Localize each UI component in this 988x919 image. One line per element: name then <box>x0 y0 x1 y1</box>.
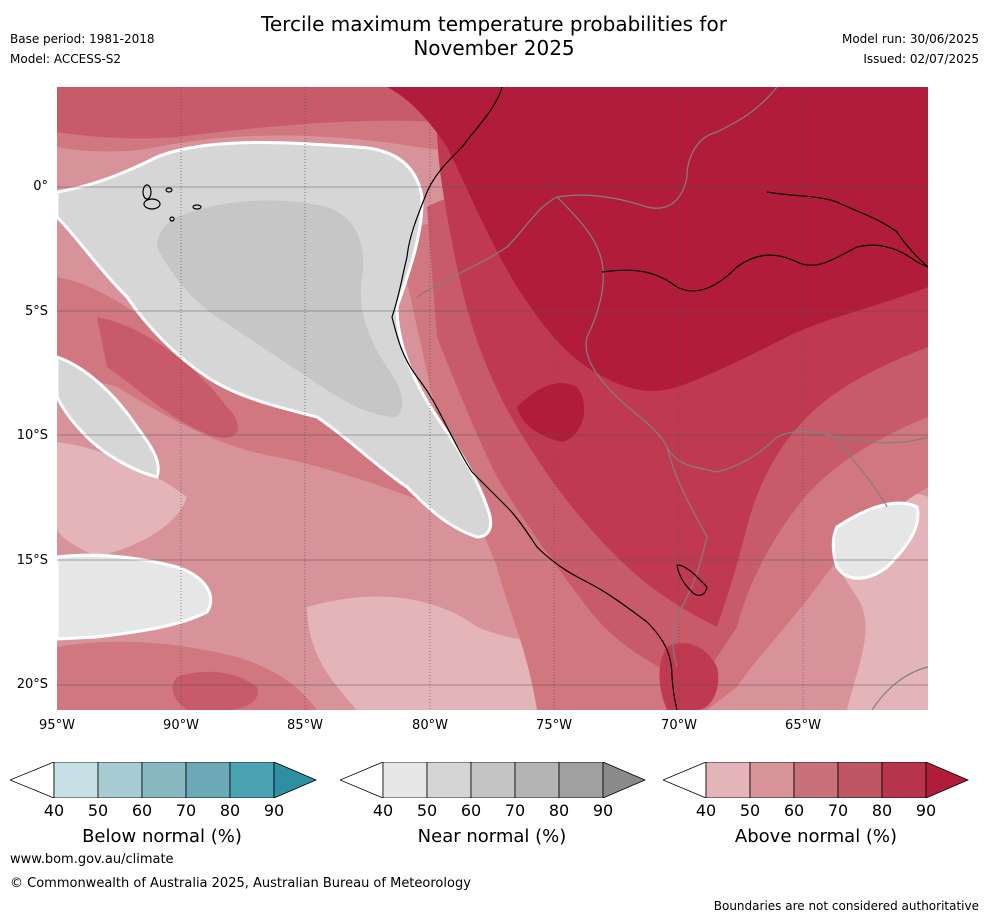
lon-label-70w: 70°W <box>661 718 697 733</box>
tick-near-80: 80 <box>548 801 570 820</box>
amazon-river <box>601 244 928 292</box>
colorbar-below-under <box>10 762 55 798</box>
title-line-2: November 2025 <box>413 36 575 60</box>
colorbar-near <box>340 762 647 798</box>
region-near-normal-southwest <box>57 553 213 641</box>
tick-below-40: 40 <box>43 801 65 820</box>
tick-near-50: 50 <box>416 801 438 820</box>
colorbar-near-50-60 <box>426 762 472 798</box>
colorbar-below-70-80 <box>185 762 231 798</box>
tick-near-70: 70 <box>504 801 526 820</box>
lat-label-0: 0° <box>33 179 48 194</box>
colorbar-below-60-70 <box>141 762 187 798</box>
colorbar-above-over <box>925 762 970 798</box>
tick-below-50: 50 <box>87 801 109 820</box>
tick-below-80: 80 <box>219 801 241 820</box>
lon-label-80w: 80°W <box>412 718 448 733</box>
region-above-90-core <box>387 87 928 391</box>
colorbar-above-title: Above normal (%) <box>734 826 898 847</box>
lat-label-10s: 10°S <box>16 428 48 443</box>
tick-above-40: 40 <box>695 801 717 820</box>
colorbar-above <box>663 762 970 798</box>
footer-disclaimer: Boundaries are not considered authoritat… <box>713 899 979 913</box>
coastline <box>391 87 678 710</box>
colorbar-near-70-80 <box>514 762 560 798</box>
lon-label-75w: 75°W <box>536 718 572 733</box>
meta-left: Base period: 1981-2018 Model: ACCESS-S2 <box>10 32 155 72</box>
galapagos-islands <box>142 184 202 222</box>
colorbar-near-80-90 <box>558 762 604 798</box>
footer-copyright: © Commonwealth of Australia 2025, Austra… <box>10 876 471 891</box>
tick-above-80: 80 <box>871 801 893 820</box>
colorbar-above-40-50 <box>705 762 751 798</box>
region-above-70-ocean <box>97 317 238 438</box>
region-near-normal-east <box>831 501 920 580</box>
tick-above-60: 60 <box>783 801 805 820</box>
colorbar-below-over <box>273 762 318 798</box>
tick-near-60: 60 <box>460 801 482 820</box>
tick-below-90: 90 <box>263 801 285 820</box>
footer-url: www.bom.gov.au/climate <box>10 852 174 867</box>
model-run: Model run: 30/06/2025 <box>841 32 979 46</box>
lon-label-95w: 95°W <box>39 718 75 733</box>
region-above-40-west <box>57 442 187 557</box>
title-line-1: Tercile maximum temperature probabilitie… <box>261 12 727 36</box>
probability-map <box>57 87 928 710</box>
tick-above-90: 90 <box>915 801 937 820</box>
tick-above-70: 70 <box>827 801 849 820</box>
base-period: Base period: 1981-2018 <box>10 32 155 46</box>
lon-label-90w: 90°W <box>163 718 199 733</box>
colorbar-near-under <box>340 762 384 798</box>
colorbar-below <box>10 762 318 798</box>
colorbar-above-70-80 <box>837 762 883 798</box>
gridlines <box>57 87 928 710</box>
region-near-normal-inner <box>157 200 403 417</box>
colorbar-near-over <box>602 762 647 798</box>
lat-label-5s: 5°S <box>24 304 48 319</box>
region-above-90-south <box>517 383 585 442</box>
lon-label-85w: 85°W <box>287 718 323 733</box>
colorbar-near-60-70 <box>470 762 516 798</box>
colorbar-below-40-50 <box>53 762 99 798</box>
lake-titicaca <box>676 564 708 596</box>
map-title: Tercile maximum temperature probabilitie… <box>0 12 988 60</box>
colorbar-above-50-60 <box>749 762 795 798</box>
lon-label-65w: 65°W <box>785 718 821 733</box>
tick-above-50: 50 <box>739 801 761 820</box>
colorbar-above-under <box>663 762 707 798</box>
colorbar-above-80-90 <box>881 762 927 798</box>
meta-right: Model run: 30/06/2025 Issued: 02/07/2025 <box>842 32 979 72</box>
river-north <box>766 191 928 268</box>
issued-date: Issued: 02/07/2025 <box>863 52 979 66</box>
lat-label-20s: 20°S <box>16 677 48 692</box>
region-above-70-southwest <box>172 671 258 710</box>
colorbar-below-title: Below normal (%) <box>82 826 242 847</box>
tick-near-90: 90 <box>592 801 614 820</box>
colorbar-near-40-50 <box>382 762 428 798</box>
colorbar-below-50-60 <box>97 762 143 798</box>
lat-label-15s: 15°S <box>16 553 48 568</box>
region-near-normal-west <box>57 355 160 479</box>
tick-near-40: 40 <box>372 801 394 820</box>
tick-below-70: 70 <box>175 801 197 820</box>
model-name: Model: ACCESS-S2 <box>10 52 122 66</box>
country-borders <box>416 87 928 710</box>
colorbar-below-80-90 <box>229 762 275 798</box>
tick-below-60: 60 <box>131 801 153 820</box>
colorbar-above-60-70 <box>793 762 839 798</box>
colorbar-near-title: Near normal (%) <box>417 826 567 847</box>
